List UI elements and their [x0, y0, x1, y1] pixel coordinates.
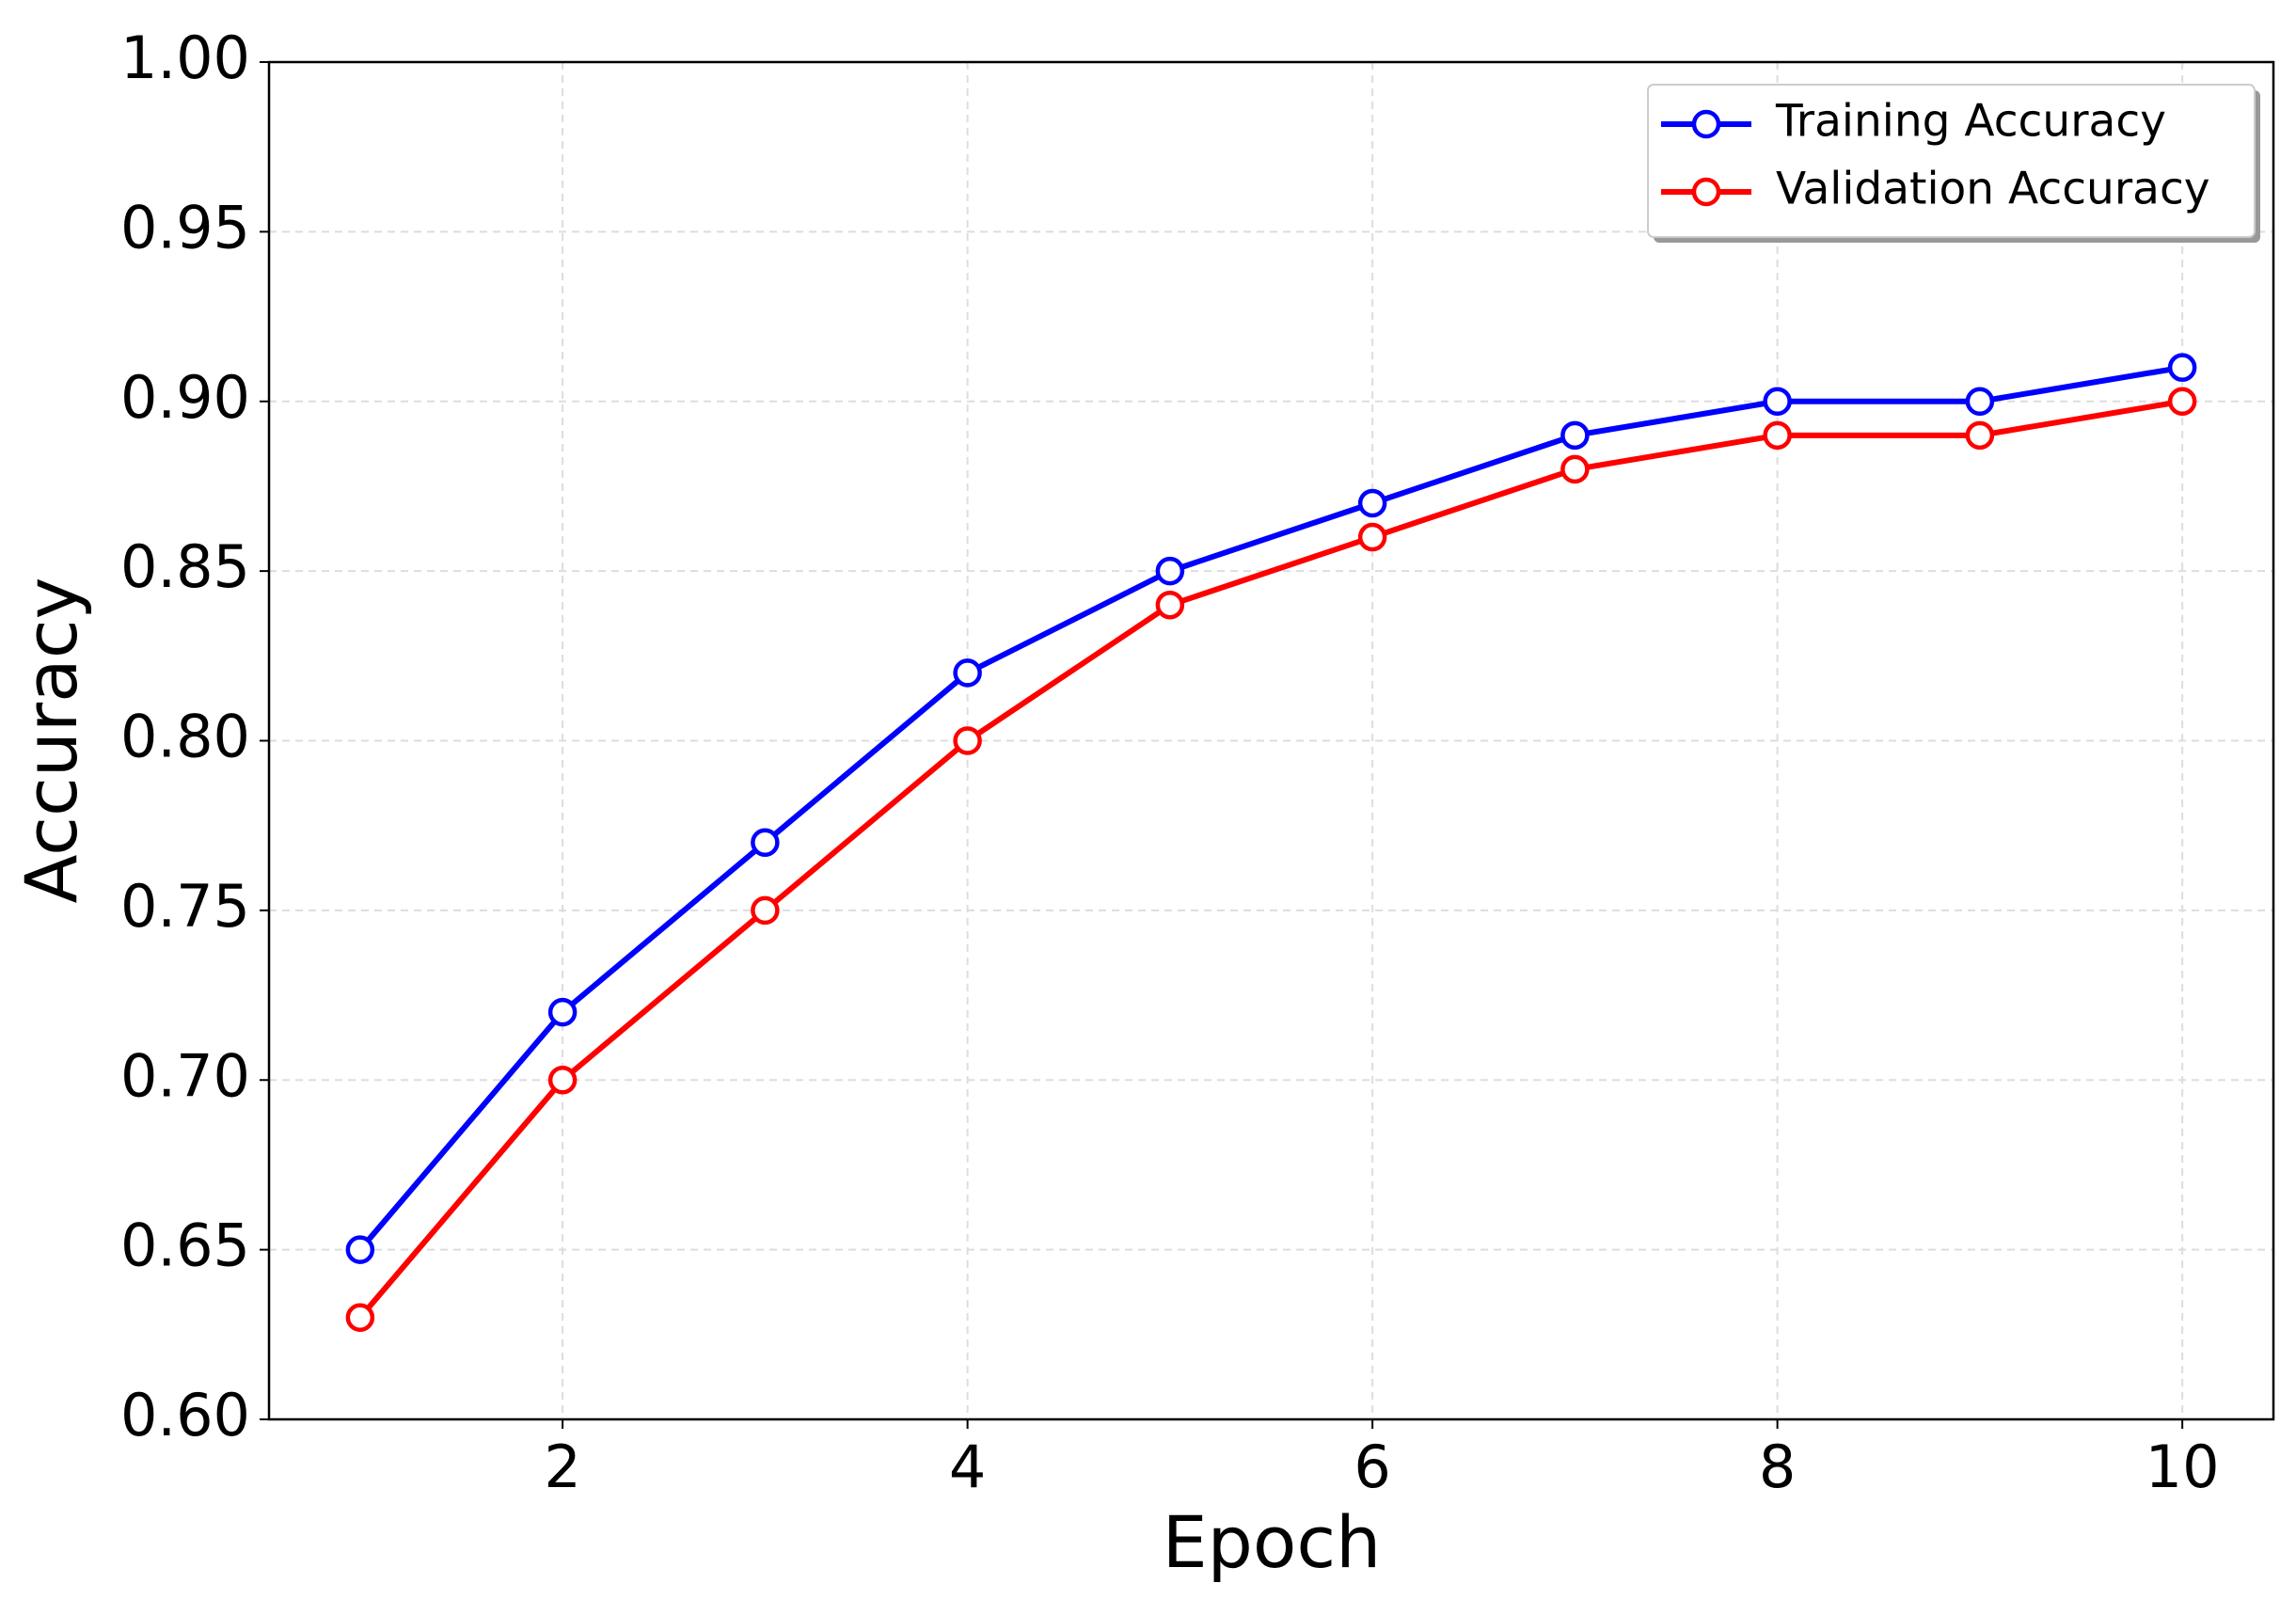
- plot-frame: [267, 60, 2275, 1421]
- marker: [953, 658, 982, 688]
- y-tick-label: 0.90: [120, 363, 250, 432]
- marker: [1965, 387, 1995, 416]
- series-line: [357, 398, 2183, 1320]
- marker: [1763, 420, 1792, 451]
- series-line: [357, 364, 2183, 1252]
- y-tick-label: 0.60: [120, 1381, 250, 1449]
- y-tick-label: 0.75: [120, 872, 250, 941]
- marker: [345, 1303, 375, 1333]
- y-tick-label: 0.80: [120, 703, 250, 771]
- marker: [1965, 420, 1995, 451]
- marker: [547, 997, 578, 1027]
- y-tick-label: 0.85: [120, 532, 250, 601]
- x-axis-label: Epoch: [1163, 1500, 1382, 1584]
- y-tick-label: 0.70: [120, 1041, 250, 1110]
- legend-box: [1647, 84, 2256, 238]
- y-axis-label: Accuracy: [9, 578, 93, 904]
- marker: [1155, 556, 1185, 586]
- marker: [1560, 420, 1590, 451]
- x-tick-label: 8: [1759, 1433, 1796, 1501]
- marker: [547, 1066, 578, 1095]
- legend-marker: [1691, 109, 1721, 139]
- y-tick-label: 0.65: [120, 1211, 250, 1280]
- marker: [1763, 387, 1792, 416]
- marker: [1357, 488, 1387, 518]
- y-tick-label: 0.95: [120, 193, 250, 261]
- legend-label: Validation Accuracy: [1776, 164, 2210, 215]
- marker: [2167, 353, 2197, 382]
- marker: [1357, 522, 1387, 552]
- y-tick-label: 1.00: [120, 24, 250, 92]
- x-tick-label: 4: [949, 1433, 986, 1501]
- marker: [2167, 387, 2197, 416]
- marker: [751, 828, 780, 857]
- marker: [345, 1235, 375, 1264]
- x-tick-label: 10: [2146, 1433, 2220, 1501]
- x-tick-label: 6: [1354, 1433, 1390, 1501]
- marker: [1155, 590, 1185, 620]
- marker: [953, 726, 982, 755]
- marker: [751, 895, 780, 926]
- legend-label: Training Accuracy: [1775, 96, 2166, 148]
- legend-marker: [1691, 177, 1721, 207]
- x-tick-label: 2: [544, 1433, 580, 1501]
- marker: [1560, 454, 1590, 484]
